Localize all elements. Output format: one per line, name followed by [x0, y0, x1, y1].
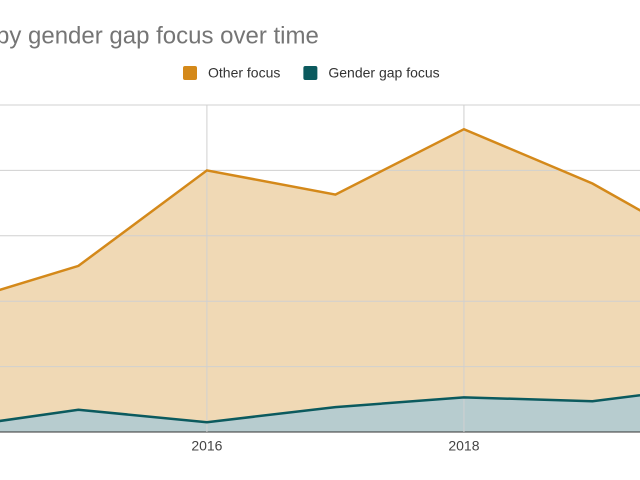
plot-area — [0, 104, 640, 433]
area-fill — [0, 129, 640, 423]
legend-label: Other focus — [208, 65, 280, 81]
x-tick-label: 2016 — [191, 438, 222, 454]
legend-swatch — [303, 66, 318, 80]
legend-swatch — [183, 66, 197, 80]
series-line — [0, 393, 640, 424]
chart-title: by gender gap focus over time — [0, 22, 319, 49]
legend: Other focus Gender gap focus — [183, 65, 440, 81]
series-line — [0, 127, 640, 292]
legend-label: Gender gap focus — [328, 65, 439, 81]
x-tick-label: 2018 — [448, 438, 479, 454]
area-fill — [0, 395, 640, 432]
